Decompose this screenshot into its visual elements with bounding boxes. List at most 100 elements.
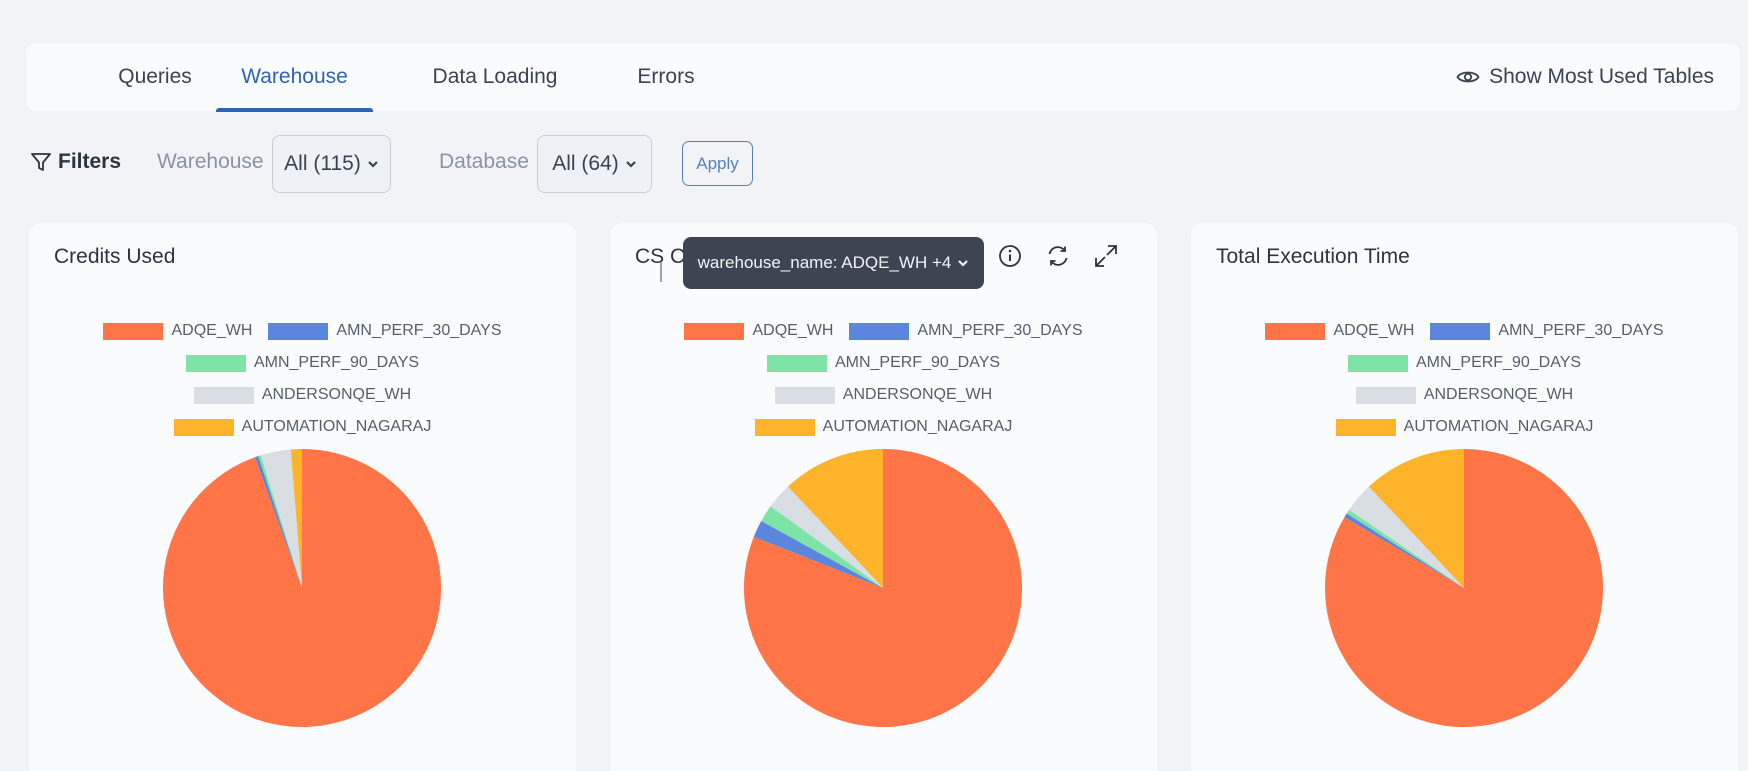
warehouse-select-value: All (115) [284,152,361,175]
refresh-icon[interactable] [1044,242,1072,270]
legend-row: AUTOMATION_NAGARAJ [29,411,576,443]
pie-slice-automation-nagaraj[interactable] [1368,449,1464,588]
legend-item[interactable]: AMN_PERF_90_DAYS [185,354,420,372]
legend-label: AMN_PERF_30_DAYS [336,322,502,339]
warehouse-filter-chip-label: warehouse_name: ADQE_WH +4 [697,253,952,272]
pie-slice-andersonqe-wh[interactable] [1349,486,1464,588]
legend-swatch [1347,354,1408,372]
legend-swatch [1430,322,1491,340]
chart-card-total-execution-time: Total Execution Time ADQE_WH AMN_PERF_30_… [1191,223,1738,771]
legend-item[interactable]: ANDERSONQE_WH [193,386,411,404]
legend-item[interactable]: AUTOMATION_NAGARAJ [1335,418,1594,436]
legend-item[interactable]: ADQE_WH [1265,322,1414,340]
chart-card-credits-used: Credits Used ADQE_WH AMN_PERF_30_DAYS AMN_… [29,223,576,771]
pie-slice-automation-nagaraj[interactable] [787,449,883,588]
pie-slice-andersonqe-wh[interactable] [770,486,883,588]
legend-swatch [1355,386,1416,404]
chart-legend: ADQE_WH AMN_PERF_30_DAYS AMN_PERF_90_DAYS A… [29,315,576,443]
legend-label: AUTOMATION_NAGARAJ [1403,418,1594,435]
legend-label: AUTOMATION_NAGARAJ [822,418,1013,435]
legend-label: ADQE_WH [1333,322,1415,339]
chart-legend: ADQE_WH AMN_PERF_30_DAYS AMN_PERF_90_DAYS A… [1191,315,1738,443]
legend-label: ANDERSONQE_WH [842,386,993,403]
legend-label: ANDERSONQE_WH [1423,386,1574,403]
eye-icon [1456,71,1480,83]
pie-chart [163,449,442,727]
legend-label: ADQE_WH [171,322,253,339]
legend-item[interactable]: AMN_PERF_90_DAYS [1347,354,1582,372]
filters-bar: Filters Warehouse All (115) Database All… [30,134,1730,194]
legend-swatch [684,322,745,340]
info-icon[interactable] [996,242,1024,270]
warehouse-filter-chip[interactable]: warehouse_name: ADQE_WH +4 [683,237,984,289]
legend-item[interactable]: ANDERSONQE_WH [774,386,993,404]
legend-row: AUTOMATION_NAGARAJ [1191,411,1738,443]
legend-item[interactable]: AUTOMATION_NAGARAJ [754,418,1013,436]
pie-slice-andersonqe-wh[interactable] [260,449,302,588]
legend-swatch [193,386,254,404]
legend-item[interactable]: ANDERSONQE_WH [1355,386,1574,404]
filters-heading: Filters [30,150,121,174]
legend-row: ANDERSONQE_WH [610,379,1157,411]
legend-label: AMN_PERF_90_DAYS [1415,354,1582,371]
legend-row: AMN_PERF_90_DAYS [1191,347,1738,379]
tab-label: Data Loading [432,65,558,88]
legend-swatch [268,322,329,340]
legend-item[interactable]: AMN_PERF_30_DAYS [849,322,1083,340]
pie-slice-adqe-wh[interactable] [744,449,1022,727]
pie-chart [744,449,1022,727]
active-tab-indicator [216,108,373,112]
text-cursor-icon [660,262,662,282]
legend-item[interactable]: ADQE_WH [103,322,252,340]
tab-label: Warehouse [241,65,348,88]
legend-swatch [766,354,827,372]
legend-label: AMN_PERF_90_DAYS [253,354,420,371]
chart-title: CS C [635,245,686,268]
pie-slice-amn-perf-30-days[interactable] [254,456,302,588]
tab-bar: Queries Warehouse Data Loading Errors Sh… [26,43,1740,112]
chevron-down-icon [625,161,636,168]
chevron-down-icon [958,260,969,267]
show-most-used-tables-button[interactable]: Show Most Used Tables [1456,43,1714,111]
legend-item[interactable]: ADQE_WH [684,322,833,340]
tab-data-loading[interactable]: Data Loading [418,43,572,111]
legend-item[interactable]: AMN_PERF_90_DAYS [766,354,1001,372]
pie-slice-amn-perf-30-days[interactable] [753,521,883,588]
tab-queries[interactable]: Queries [84,43,226,111]
pie-slice-automation-nagaraj[interactable] [290,449,302,588]
legend-item[interactable]: AMN_PERF_30_DAYS [268,322,502,340]
tab-errors[interactable]: Errors [620,43,712,111]
show-most-used-label: Show Most Used Tables [1489,65,1714,88]
legend-row: ADQE_WH AMN_PERF_30_DAYS [1191,315,1738,347]
legend-label: AMN_PERF_90_DAYS [834,354,1001,371]
legend-row: ADQE_WH AMN_PERF_30_DAYS [29,315,576,347]
legend-label: ADQE_WH [752,322,834,339]
legend-item[interactable]: AMN_PERF_30_DAYS [1430,322,1664,340]
pie-slice-amn-perf-90-days[interactable] [761,506,883,588]
apply-button[interactable]: Apply [682,141,753,186]
pie-slice-amn-perf-30-days[interactable] [1344,513,1464,588]
legend-swatch [1335,418,1396,436]
warehouse-select[interactable]: All (115) [272,135,391,193]
tab-label: Queries [118,65,192,88]
chart-legend: ADQE_WH AMN_PERF_30_DAYS AMN_PERF_90_DAYS A… [610,315,1157,443]
legend-label: AUTOMATION_NAGARAJ [241,418,432,435]
tab-warehouse[interactable]: Warehouse [216,43,373,112]
chart-title: Total Execution Time [1216,245,1410,268]
legend-swatch [774,386,835,404]
legend-row: AMN_PERF_90_DAYS [29,347,576,379]
tab-label: Errors [637,65,695,88]
legend-row: ADQE_WH AMN_PERF_30_DAYS [610,315,1157,347]
pie-slice-amn-perf-90-days[interactable] [1346,509,1464,588]
filters-label: Filters [58,150,122,173]
expand-icon[interactable] [1092,242,1120,270]
database-select-value: All (64) [552,152,619,175]
chart-title: Credits Used [54,245,176,268]
chevron-down-icon [368,161,378,168]
database-select[interactable]: All (64) [537,135,652,193]
pie-slice-adqe-wh[interactable] [163,449,442,727]
legend-item[interactable]: AUTOMATION_NAGARAJ [173,418,432,436]
pie-slice-amn-perf-90-days[interactable] [258,455,302,588]
pie-slice-adqe-wh[interactable] [1325,449,1603,727]
filter-icon [31,153,51,171]
